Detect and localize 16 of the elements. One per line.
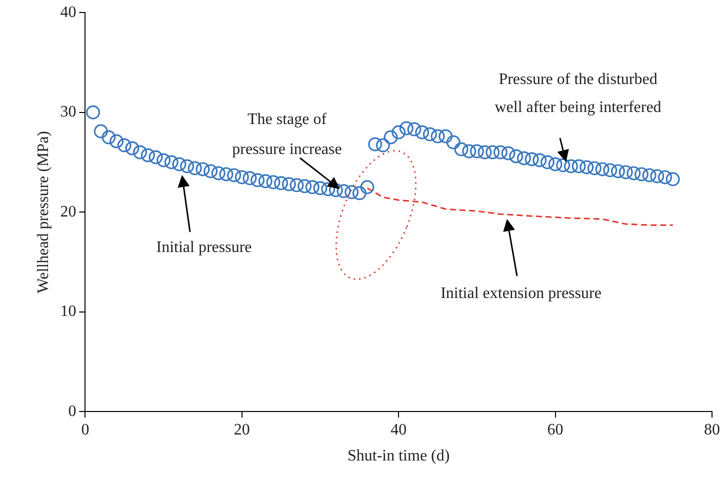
x-axis-title: Shut-in time (d): [347, 448, 450, 465]
annotation: Pressure of the disturbed well after being interfered: [494, 71, 662, 116]
y-axis-title: Wellhead pressure (MPa): [34, 130, 52, 294]
x-tick-label: 0: [81, 421, 90, 438]
y-tick-label: 40: [60, 4, 76, 21]
y-tick-label: 10: [60, 303, 76, 320]
y-tick-label: 20: [60, 203, 76, 220]
x-tick-label: 80: [704, 421, 720, 438]
annotation: Initial extension pressure: [440, 285, 602, 302]
x-tick-label: 60: [547, 421, 564, 438]
x-tick-label: 40: [390, 421, 407, 438]
x-tick-label: 20: [234, 421, 250, 438]
y-tick-label: 0: [68, 402, 76, 420]
annotation: Initial pressure: [156, 239, 252, 256]
y-tick-label: 30: [60, 104, 76, 121]
annotation: The stage of pressure increase: [232, 111, 342, 158]
